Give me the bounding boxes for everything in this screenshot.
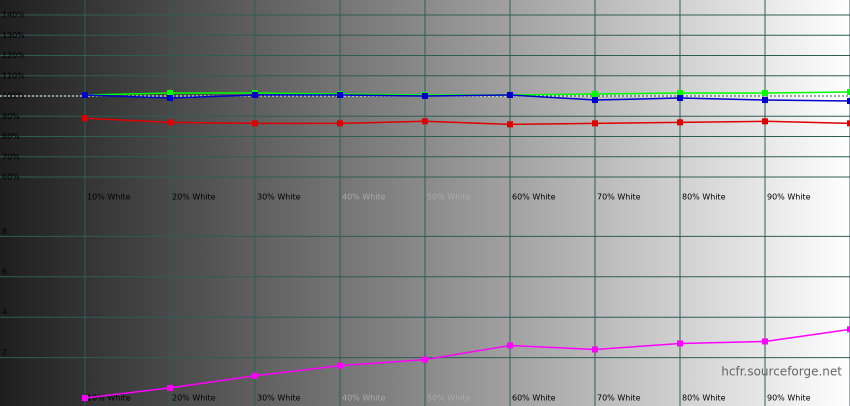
data-point xyxy=(847,98,850,105)
data-point xyxy=(592,346,598,353)
y-tick-label: 80% xyxy=(2,132,20,141)
data-point xyxy=(677,119,683,126)
y-tick-label: 130% xyxy=(2,31,25,40)
series-line xyxy=(84,328,850,399)
data-point xyxy=(677,95,683,102)
data-point xyxy=(507,91,513,98)
data-point xyxy=(762,89,768,96)
data-point xyxy=(82,115,88,122)
data-point xyxy=(592,97,598,104)
y-tick-label: 6 xyxy=(2,267,7,276)
x-tick-label: 80% White xyxy=(682,193,726,202)
x-tick-label: 30% White xyxy=(257,394,301,403)
x-tick-label: 50% White xyxy=(427,193,471,202)
data-point xyxy=(337,362,343,369)
x-tick-label: 10% White xyxy=(87,193,131,202)
data-point xyxy=(762,338,768,345)
data-point xyxy=(422,118,428,125)
data-point xyxy=(82,395,88,401)
data-point xyxy=(82,91,88,98)
data-point xyxy=(422,93,428,99)
data-point xyxy=(337,120,343,127)
y-tick-label: 140% xyxy=(2,11,25,20)
x-tick-label: 50% White xyxy=(427,394,471,403)
data-point xyxy=(167,89,173,96)
x-tick-label: 20% White xyxy=(172,193,216,202)
data-point xyxy=(252,91,258,98)
y-tick-label: 110% xyxy=(2,71,25,80)
data-point xyxy=(847,326,850,333)
x-tick-label: 60% White xyxy=(512,394,556,403)
data-point xyxy=(167,384,173,391)
series-line xyxy=(84,94,850,102)
data-point xyxy=(167,119,173,126)
series-line xyxy=(84,117,850,126)
data-point xyxy=(252,372,258,379)
data-point xyxy=(592,90,598,97)
x-tick-label: 80% White xyxy=(682,394,726,403)
x-tick-label: 90% White xyxy=(767,394,811,403)
x-tick-label: 20% White xyxy=(172,394,216,403)
x-tick-label: 10% White xyxy=(87,394,131,403)
data-point xyxy=(167,95,173,102)
data-point xyxy=(762,97,768,104)
x-tick-label: 70% White xyxy=(597,193,641,202)
data-point xyxy=(762,118,768,125)
y-tick-label: 2 xyxy=(2,348,7,357)
watermark: hcfr.sourceforge.net xyxy=(721,365,842,379)
x-tick-label: 70% White xyxy=(597,394,641,403)
data-point xyxy=(507,121,513,128)
y-tick-label: 60% xyxy=(2,173,20,182)
data-point xyxy=(847,120,850,127)
data-point xyxy=(677,340,683,347)
y-tick-label: 8 xyxy=(2,227,7,236)
y-tick-label: 70% xyxy=(2,152,20,161)
data-point xyxy=(677,89,683,96)
y-tick-label: 120% xyxy=(2,51,25,60)
data-point xyxy=(507,342,513,349)
data-point xyxy=(422,356,428,363)
data-point xyxy=(847,88,850,95)
data-point xyxy=(337,91,343,98)
data-point xyxy=(592,120,598,127)
y-tick-label: 4 xyxy=(2,308,7,317)
x-tick-label: 40% White xyxy=(342,193,386,202)
x-tick-label: 90% White xyxy=(767,193,811,202)
x-tick-label: 30% White xyxy=(257,193,301,202)
y-tick-label: 90% xyxy=(2,112,20,121)
x-tick-label: 40% White xyxy=(342,394,386,403)
x-tick-label: 60% White xyxy=(512,193,556,202)
data-point xyxy=(252,120,258,127)
